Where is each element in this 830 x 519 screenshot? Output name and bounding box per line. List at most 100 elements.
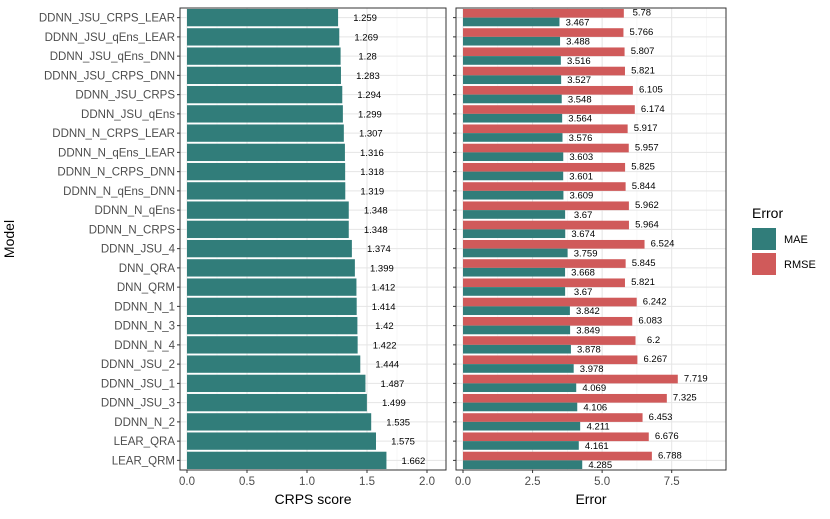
mae-value-label: 3.668 xyxy=(571,268,595,279)
error-x-axis: 0.0 2.5 5.0 7.5 xyxy=(455,470,680,488)
crps-value-label: 1.259 xyxy=(353,13,377,24)
mae-bar xyxy=(463,133,563,142)
mae-value-label: 4.069 xyxy=(582,383,606,394)
crps-x-tick-label: 0.5 xyxy=(239,476,255,488)
crps-value-label: 1.414 xyxy=(372,302,396,313)
legend-label-mae: MAE xyxy=(784,234,808,246)
model-tick-label: DDNN_N_1 xyxy=(114,301,175,313)
mae-value-label: 3.576 xyxy=(569,133,593,144)
crps-x-axis-title: CRPS score xyxy=(274,491,351,507)
rmse-bar xyxy=(463,162,626,172)
rmse-value-label: 7.719 xyxy=(684,373,708,384)
crps-x-tick-label: 0.0 xyxy=(179,476,195,488)
rmse-bar xyxy=(463,182,626,191)
crps-value-label: 1.575 xyxy=(391,437,415,448)
mae-value-label: 3.759 xyxy=(574,248,598,259)
mae-value-label: 3.878 xyxy=(577,345,601,356)
mae-value-label: 3.603 xyxy=(569,152,593,163)
rmse-bar xyxy=(463,201,629,211)
mae-value-label: 3.674 xyxy=(571,229,595,240)
crps-value-label: 1.28 xyxy=(358,52,377,63)
crps-bar xyxy=(187,259,355,277)
model-tick-label: DDNN_N_qEns_LEAR xyxy=(58,147,175,159)
rmse-bar xyxy=(463,8,624,18)
mae-bar xyxy=(463,287,566,296)
mae-bar xyxy=(463,402,578,412)
plot-background xyxy=(456,8,726,470)
crps-value-label: 1.422 xyxy=(373,340,397,351)
model-tick-label: DNN_QRM xyxy=(117,282,175,294)
mae-bar xyxy=(463,306,570,316)
rmse-bar xyxy=(463,220,629,230)
crps-value-labels: 1.259 1.269 1.28 1.283 1.294 1.299 1.307 1.316 1… xyxy=(353,13,425,467)
rmse-bar xyxy=(463,432,649,442)
mae-bar xyxy=(463,383,577,393)
legend: Error MAE RMSE xyxy=(752,205,816,275)
crps-value-label: 1.307 xyxy=(359,129,383,140)
rmse-value-label: 6.2 xyxy=(647,335,660,346)
mae-value-label: 3.842 xyxy=(576,306,600,317)
mae-bar xyxy=(463,441,579,450)
mae-bar xyxy=(463,364,574,373)
model-tick-label: DDNN_JSU_CRPS xyxy=(75,90,175,102)
crps-x-tick-label: 2.0 xyxy=(419,476,435,488)
rmse-bar xyxy=(463,239,645,249)
error-bars xyxy=(463,8,678,470)
mae-value-label: 3.488 xyxy=(566,37,590,48)
error-x-axis-title: Error xyxy=(575,491,606,507)
crps-x-tick-label: 1.0 xyxy=(299,476,315,488)
mae-value-label: 3.978 xyxy=(580,364,604,375)
mae-value-label: 3.548 xyxy=(568,94,592,105)
crps-panel-border xyxy=(179,7,447,471)
crps-value-label: 1.283 xyxy=(356,71,380,82)
model-tick-label: DDNN_N_CRPS xyxy=(89,224,176,236)
model-tick-label: DDNN_N_CRPS_DNN xyxy=(57,167,175,179)
rmse-value-label: 6.788 xyxy=(658,450,682,461)
rmse-bar xyxy=(463,393,667,403)
crps-bar xyxy=(187,355,361,373)
rmse-bar xyxy=(463,374,678,384)
crps-value-label: 1.499 xyxy=(382,398,406,409)
rmse-bar xyxy=(463,47,625,57)
crps-bar xyxy=(187,85,343,104)
rmse-bar xyxy=(463,28,624,37)
crps-value-label: 1.487 xyxy=(381,379,405,390)
mae-bar xyxy=(463,210,566,219)
mae-value-label: 3.849 xyxy=(576,325,600,336)
mae-value-label: 3.601 xyxy=(569,171,593,182)
plot-background xyxy=(180,8,446,470)
model-tick-label: DDNN_N_qEns_DNN xyxy=(63,186,175,198)
mae-bar xyxy=(463,171,564,181)
crps-bar xyxy=(187,8,339,27)
rmse-value-label: 6.083 xyxy=(638,316,662,327)
model-tick-label: DNN_QRA xyxy=(119,263,176,275)
mae-bar xyxy=(463,229,566,239)
crps-bar xyxy=(187,393,367,412)
rmse-value-label: 5.78 xyxy=(633,8,652,19)
mae-bar xyxy=(463,325,571,335)
mae-value-label: 3.67 xyxy=(574,210,593,221)
error-x-tick-label: 5.0 xyxy=(594,476,610,488)
crps-bar xyxy=(187,182,346,200)
crps-bar xyxy=(187,297,357,316)
crps-bar xyxy=(187,413,372,431)
crps-value-label: 1.319 xyxy=(360,186,384,197)
rmse-value-label: 5.957 xyxy=(635,142,659,153)
crps-gridlines xyxy=(180,8,446,470)
crps-value-label: 1.348 xyxy=(364,225,388,236)
crps-value-label: 1.374 xyxy=(367,244,391,255)
mae-bar xyxy=(463,36,561,46)
rmse-value-label: 5.825 xyxy=(631,162,655,173)
crps-panel: 1.259 1.269 1.28 1.283 1.294 1.299 1.307 1.316 1… xyxy=(1,7,447,507)
rmse-value-label: 5.766 xyxy=(630,27,654,38)
rmse-value-label: 6.453 xyxy=(649,412,673,423)
mae-bar xyxy=(463,75,562,85)
rmse-bar xyxy=(463,66,625,76)
rmse-bar xyxy=(463,451,652,461)
rmse-bar xyxy=(463,316,633,326)
model-tick-label: DDNN_JSU_1 xyxy=(101,378,175,390)
model-tick-label: DDNN_N_3 xyxy=(114,321,175,333)
mae-value-label: 4.106 xyxy=(583,402,607,413)
rmse-value-label: 5.821 xyxy=(631,277,655,288)
error-y-ticks xyxy=(453,17,456,461)
